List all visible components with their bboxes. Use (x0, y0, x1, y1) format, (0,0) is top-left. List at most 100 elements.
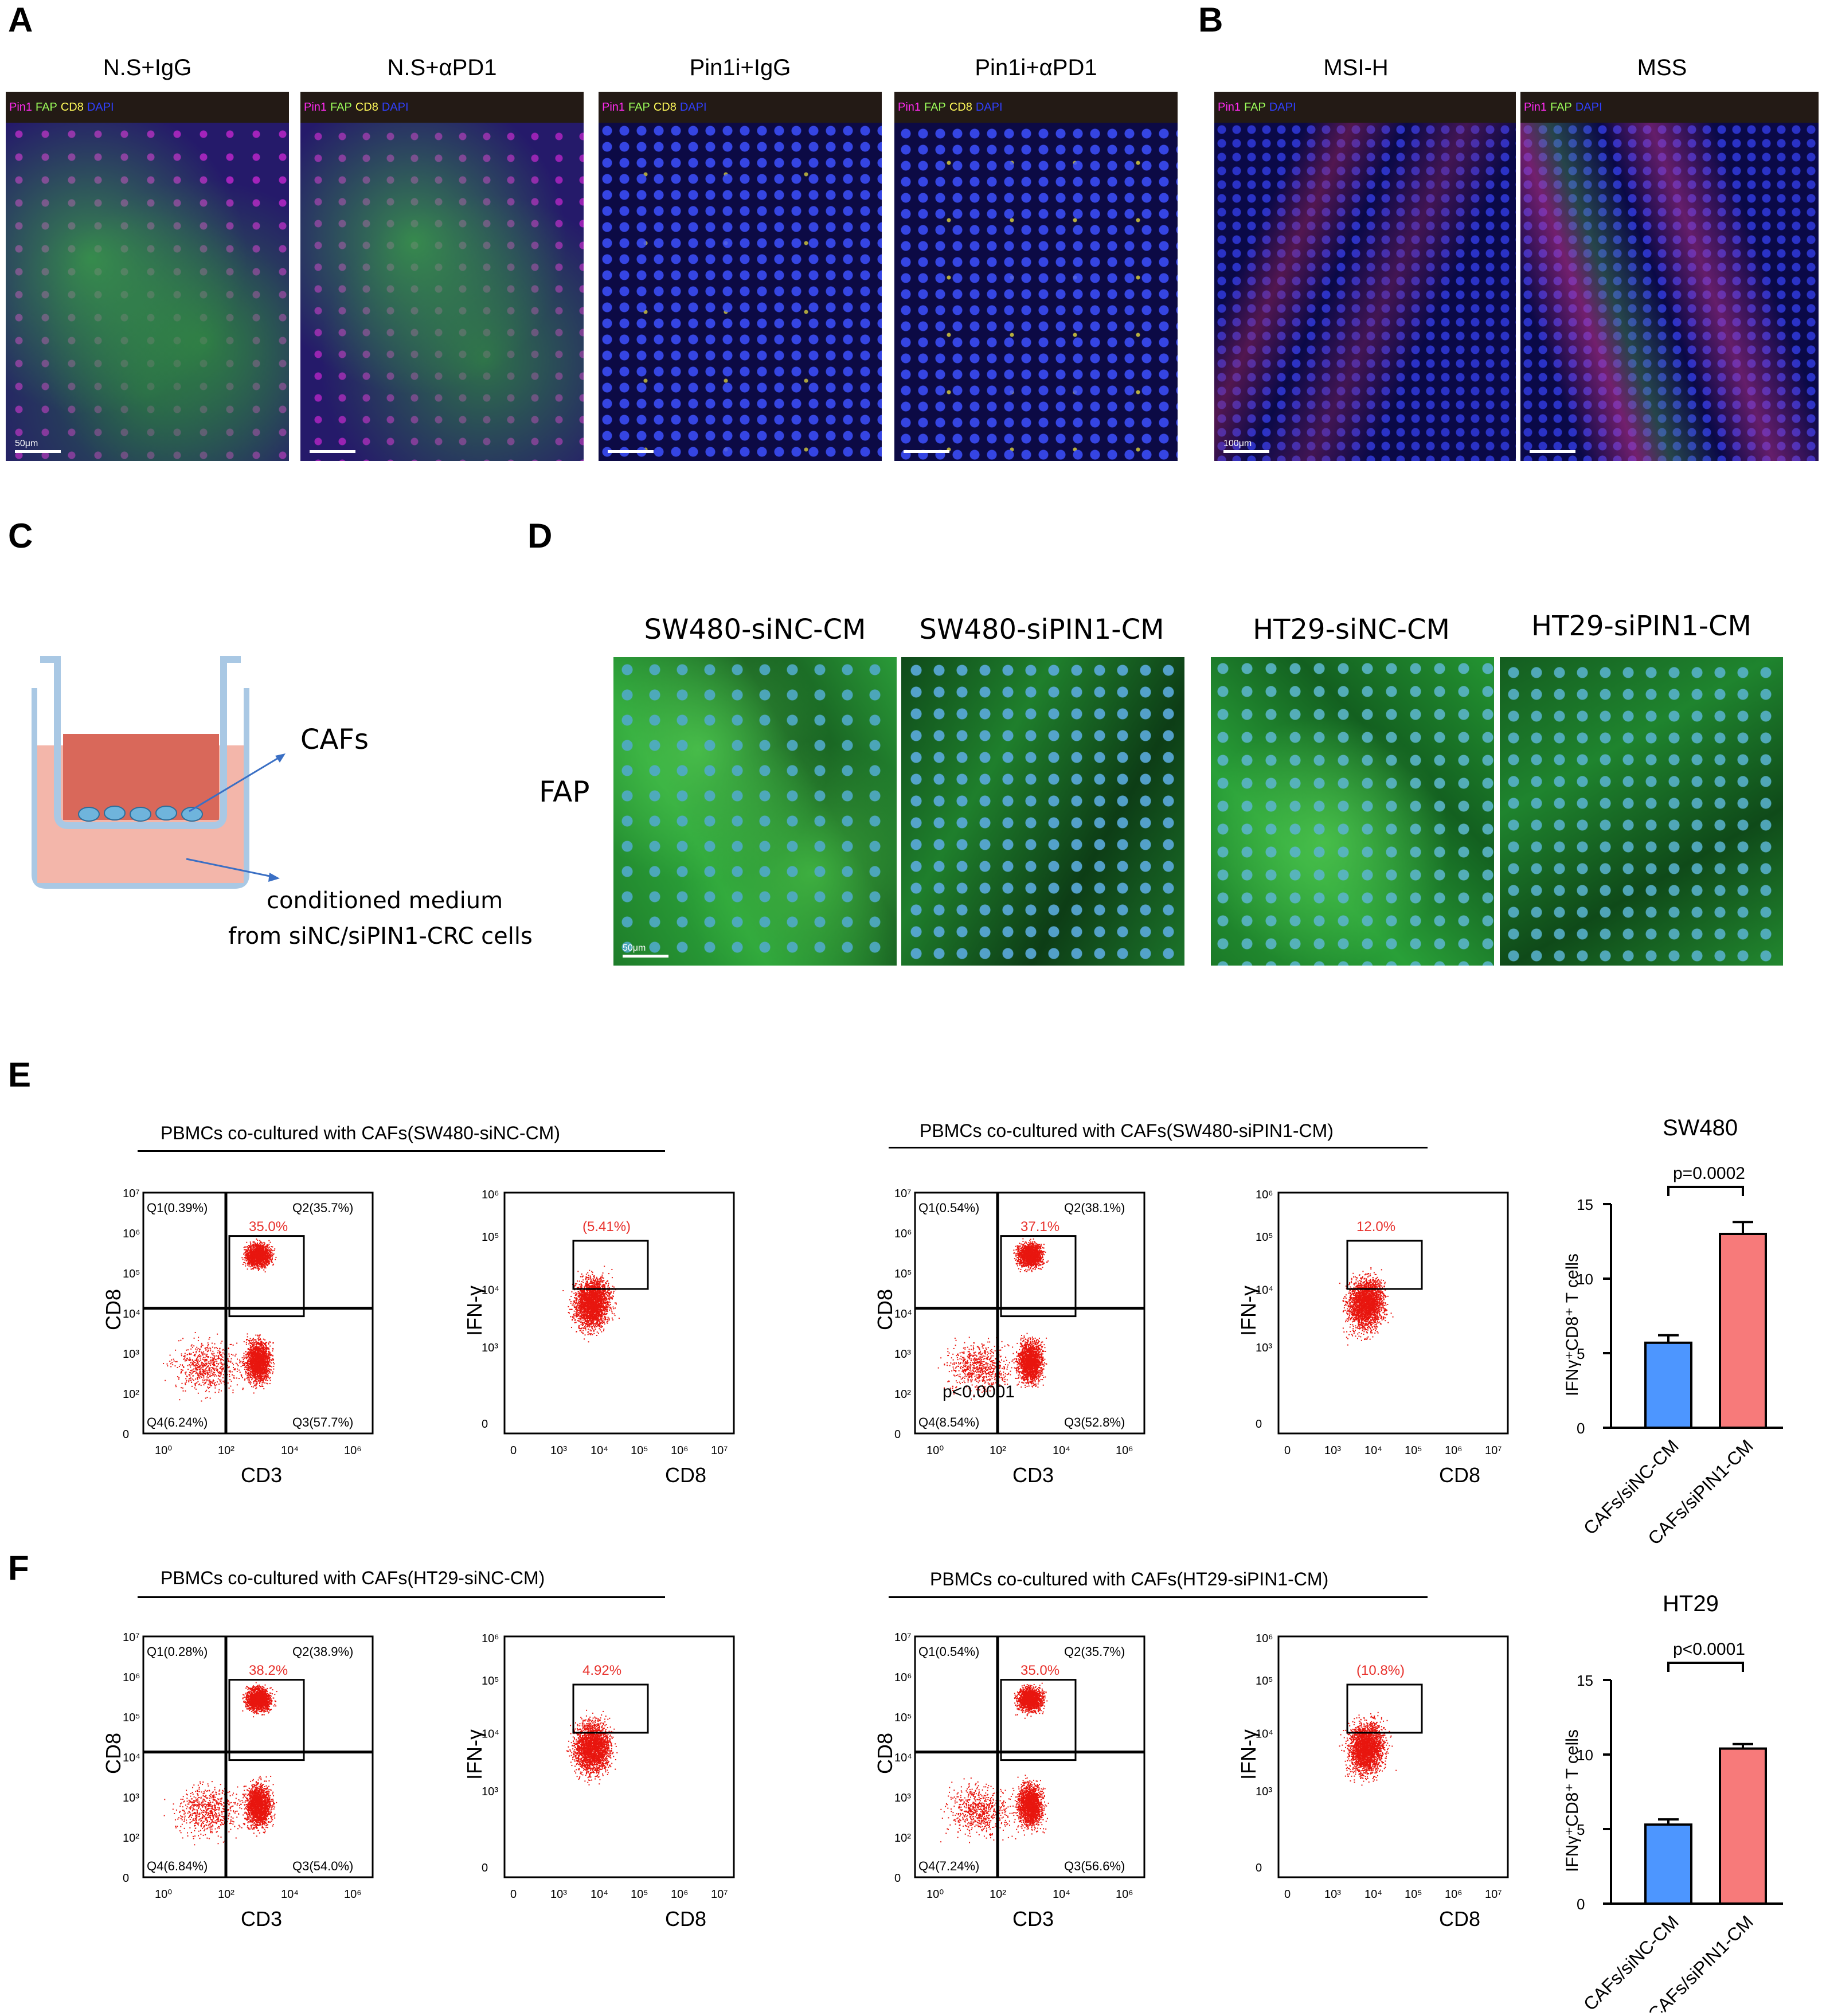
plot-frame (142, 1635, 374, 1878)
x-tick-label: 10⁵ (1405, 1444, 1422, 1457)
if-image-ns-apd1: Pin1 FAP CD8 DAPI (300, 92, 584, 461)
plot-frame (503, 1191, 735, 1435)
x-tick-label: 0 (1284, 1888, 1291, 1901)
transwell-diagram (32, 656, 286, 889)
quadrant-q4-label: Q4(6.84%) (147, 1859, 208, 1873)
gate-percent: 12.0% (1356, 1219, 1395, 1234)
scale-bar (904, 449, 949, 453)
y-tick-label: 10³ (482, 1342, 498, 1354)
gate-percent: 37.1% (1021, 1219, 1059, 1234)
chart-title: SW480 (1663, 1115, 1738, 1140)
panel-d-title-4: HT29-siPIN1-CM (1500, 610, 1783, 642)
x-tick-label: 10⁴ (281, 1888, 299, 1901)
y-tick-label: 0 (123, 1428, 129, 1441)
quadrant-q1-label: Q1(0.54%) (918, 1201, 979, 1215)
legend-fap: FAP (330, 101, 352, 114)
x-axis-label: CD3 (1012, 1463, 1054, 1485)
significance-bracket (1667, 1662, 1744, 1672)
scale-bar: 50μm (623, 943, 668, 958)
flow-f2-svg: IFN-γ CD8 0 10³ 10⁴ 10⁵ 10⁶ 0 10³ 10⁴ 10⁵ 10⁶ 10⁷ 4.9… (463, 1632, 735, 1931)
quadrant-q4-label: Q4(6.24%) (147, 1415, 208, 1429)
y-tick-label: 10⁵ (482, 1231, 499, 1244)
x-tick-label: 10³ (550, 1888, 567, 1901)
y-axis-label: IFN-γ (1237, 1286, 1260, 1336)
x-tick-label: 0 (510, 1444, 517, 1457)
x-tick-label: 10⁵ (631, 1444, 648, 1457)
significance-bracket (1667, 1186, 1744, 1196)
flow-e4-svg: IFN-γ CD8 0 10³ 10⁴ 10⁵ 10⁶ 0 10³ 10⁴ 10⁵ 10⁶ 10⁷ 12.… (1237, 1189, 1509, 1487)
gate-box (1346, 1683, 1423, 1734)
y-tick-label: 10⁶ (1256, 1189, 1273, 1201)
e-group2-title: PBMCs co-cultured with CAFs(SW480-siPIN1… (920, 1120, 1334, 1142)
legend-cd8: CD8 (949, 101, 972, 114)
x-tick-label: 10⁷ (1485, 1444, 1502, 1457)
y-tick-label: 0 (482, 1862, 488, 1874)
y-tick-label: 10⁴ (894, 1752, 912, 1764)
event-dots (163, 1238, 277, 1402)
legend-dapi: DAPI (1575, 101, 1602, 114)
x-axis-label: CD8 (1439, 1463, 1480, 1485)
if-image-ns-igg: Pin1 FAP CD8 DAPI 50μm (6, 92, 289, 461)
plot-frame (914, 1191, 1145, 1435)
x-axis-label: CD8 (1439, 1907, 1480, 1929)
y-tick-label: 0 (1256, 1862, 1262, 1874)
quadrant-q1-label: Q1(0.54%) (918, 1644, 979, 1659)
legend-pin1: Pin1 (1218, 101, 1241, 114)
e-group1-title: PBMCs co-cultured with CAFs(SW480-siNC-C… (161, 1123, 560, 1144)
x-tick-label: 10⁷ (711, 1888, 728, 1901)
y-tick-label: 10⁴ (123, 1308, 140, 1320)
x-tick-label: 10⁵ (1405, 1888, 1422, 1901)
panel-a-title-3: Pin1i+IgG (599, 55, 882, 81)
legend-dapi: DAPI (1269, 101, 1296, 114)
legend-fap: FAP (1244, 101, 1266, 114)
y-tick-label: 10⁶ (482, 1189, 499, 1201)
y-tick-label: 10⁴ (894, 1308, 912, 1320)
plot-frame (1277, 1635, 1509, 1878)
gate-box (572, 1683, 649, 1734)
y-tick-label: 10⁶ (123, 1671, 140, 1684)
quadrant-q3-label: Q3(52.8%) (1064, 1415, 1125, 1429)
gate-percent: 38.2% (249, 1663, 288, 1678)
panel-a-title-2: N.S+αPD1 (300, 55, 584, 81)
y-tick-label: 10⁴ (1256, 1728, 1273, 1740)
quadrant-q4-label: Q4(8.54%) (918, 1415, 979, 1429)
if-image-pin1i-igg: Pin1 FAP CD8 DAPI (599, 92, 882, 461)
flow-e1-svg: CD8 CD3 0 10² 10³ 10⁴ 10⁵ 10⁶ 10⁷ 10⁰ 10² 10⁴ 10⁶ 35.… (101, 1187, 374, 1487)
quadrant-q2-label: Q2(38.1%) (1064, 1201, 1125, 1215)
y-tick-label: 5 (1577, 1821, 1585, 1838)
bar-sinc (1644, 1823, 1692, 1905)
y-axis-label: CD8 (873, 1289, 897, 1330)
y-axis-label: IFN-γ (463, 1286, 486, 1336)
x-tick-label: 10⁷ (711, 1444, 728, 1457)
legend-dapi: DAPI (87, 101, 114, 114)
panel-a-title-1: N.S+IgG (6, 55, 289, 81)
panel-b-title-2: MSS (1520, 55, 1804, 81)
y-tick-label: 10⁵ (894, 1712, 912, 1724)
y-tick-label: 0 (1577, 1420, 1585, 1437)
y-tick-label: 10³ (894, 1792, 911, 1804)
gate-box (228, 1235, 305, 1318)
quadrant-q3-label: Q3(54.0%) (292, 1859, 353, 1873)
y-tick-label: 10 (1577, 1747, 1593, 1764)
y-axis-label: CD8 (101, 1289, 125, 1330)
event-dots (562, 1265, 620, 1343)
x-tick-label: 10⁵ (631, 1888, 648, 1901)
gate-box (572, 1240, 649, 1290)
x-tick-label: 10⁶ (1445, 1888, 1462, 1901)
panel-b-title-1: MSI-H (1214, 55, 1498, 81)
y-tick-label: 10⁶ (1256, 1632, 1273, 1645)
quadrant-q1-label: Q1(0.28%) (147, 1644, 208, 1659)
legend-fap: FAP (628, 101, 650, 114)
y-tick-label: 10⁷ (894, 1187, 911, 1200)
e-group1-rule (138, 1150, 665, 1152)
y-axis-label: CD8 (101, 1733, 125, 1774)
gate-box (1346, 1240, 1423, 1290)
scale-bar (1530, 449, 1575, 453)
y-tick-label: 10⁷ (894, 1631, 911, 1644)
bar-sinc (1644, 1341, 1692, 1429)
gate-box (1000, 1235, 1077, 1318)
quadrant-q3-label: Q3(57.7%) (292, 1415, 353, 1429)
y-tick-label: 10² (123, 1832, 139, 1845)
y-tick-label: 10⁵ (1256, 1231, 1273, 1244)
y-tick-label: 10² (894, 1832, 911, 1845)
